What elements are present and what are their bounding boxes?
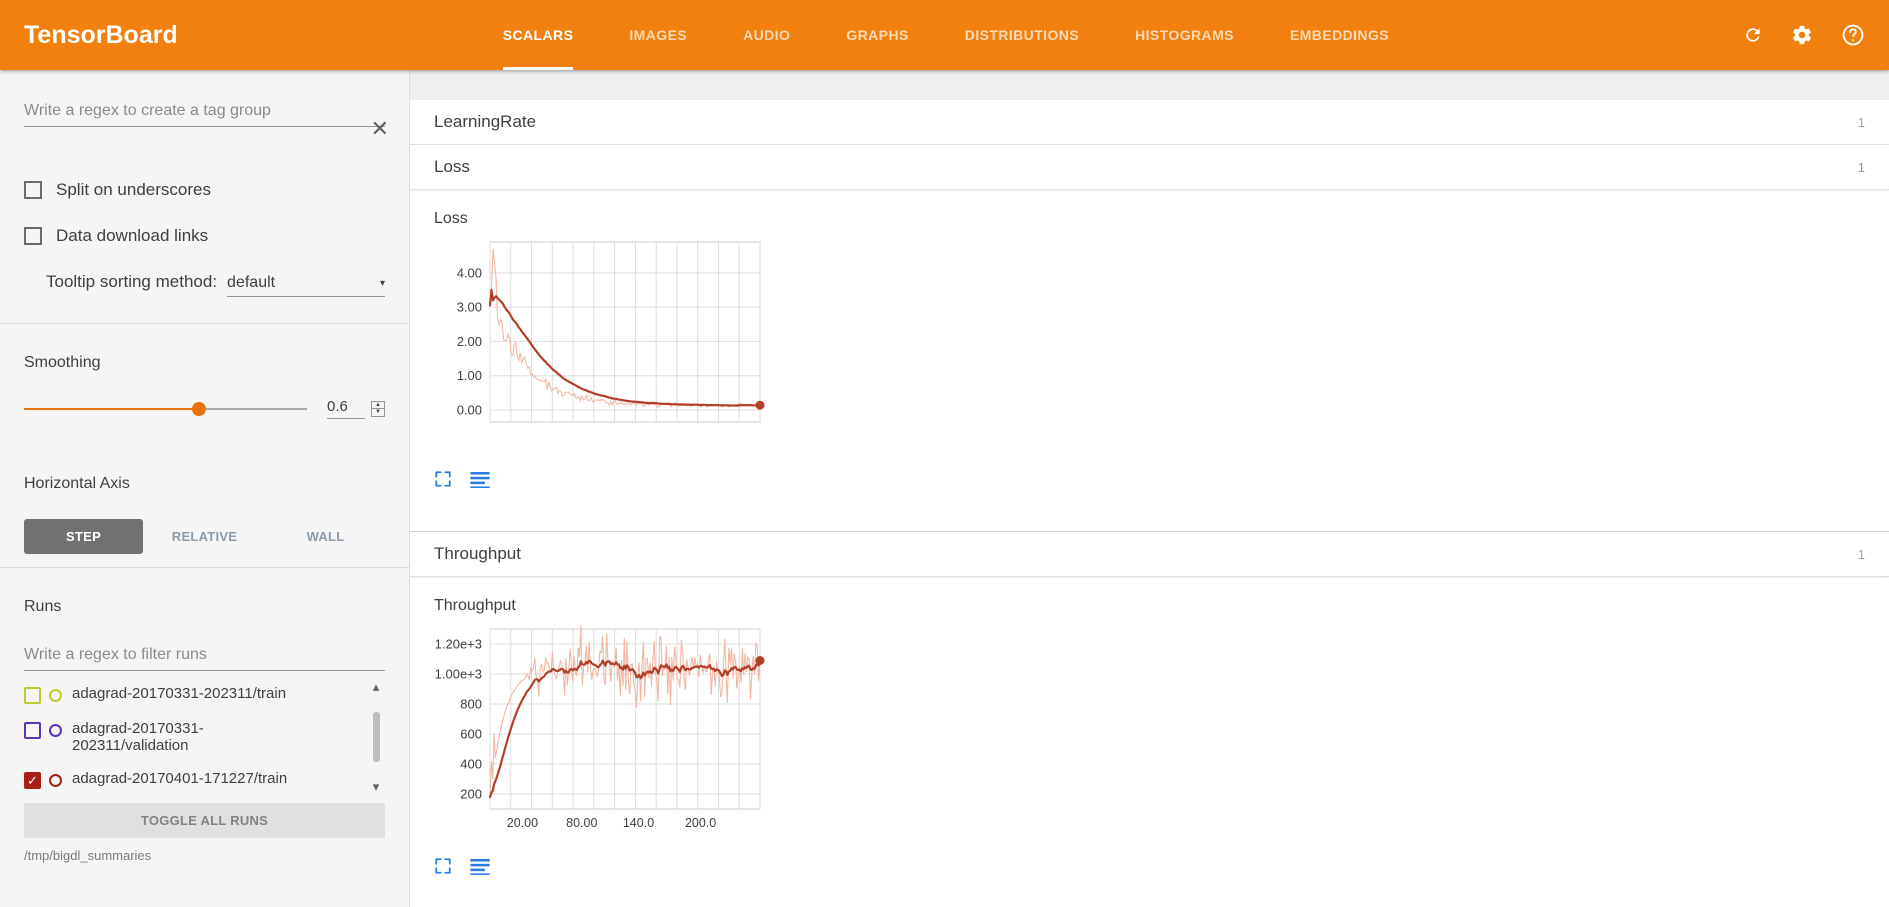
svg-text:200.0: 200.0 — [685, 816, 716, 830]
svg-text:200: 200 — [460, 787, 482, 802]
svg-text:2.00: 2.00 — [457, 334, 482, 349]
svg-text:4.00: 4.00 — [457, 265, 482, 280]
svg-text:3.00: 3.00 — [457, 300, 482, 315]
svg-text:80.00: 80.00 — [566, 816, 597, 830]
svg-text:20.00: 20.00 — [507, 816, 538, 830]
svg-text:600: 600 — [460, 727, 482, 742]
svg-text:1.20e+3: 1.20e+3 — [435, 637, 482, 652]
svg-text:140.0: 140.0 — [623, 816, 654, 830]
svg-text:1.00e+3: 1.00e+3 — [435, 667, 482, 682]
svg-text:1.00: 1.00 — [457, 368, 482, 383]
svg-text:800: 800 — [460, 697, 482, 712]
svg-text:400: 400 — [460, 757, 482, 772]
svg-text:0.00: 0.00 — [457, 403, 482, 418]
